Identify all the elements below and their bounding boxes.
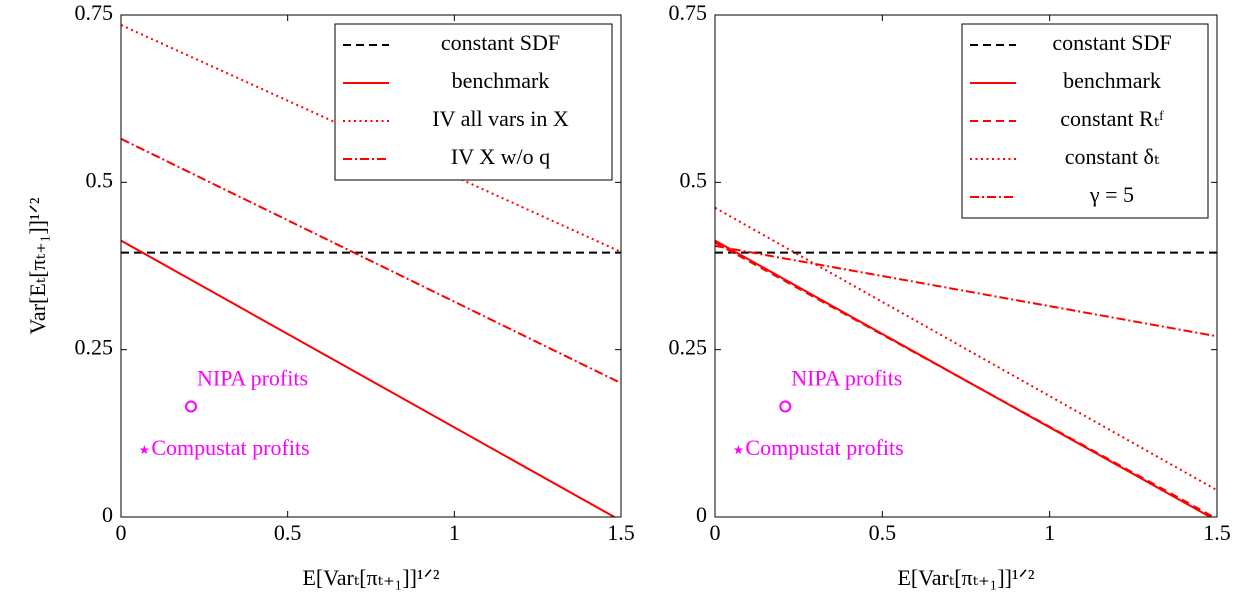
x-axis-label: E[Varₜ[πₜ₊₁]]¹ᐟ² xyxy=(302,565,439,590)
series-line xyxy=(715,239,1211,517)
x-tick-label: 1.5 xyxy=(1203,520,1231,545)
series-line xyxy=(121,24,621,253)
x-tick-label: 0.5 xyxy=(869,520,897,545)
legend-label: constant δₜ xyxy=(1065,144,1160,169)
point-marker xyxy=(139,445,150,455)
annotation: NIPA profits xyxy=(197,366,308,391)
series-line xyxy=(715,241,1215,517)
x-tick-label: 0 xyxy=(116,520,127,545)
legend-label: constant Rₜᶠ xyxy=(1060,106,1164,131)
x-axis-label: E[Varₜ[πₜ₊₁]]¹ᐟ² xyxy=(897,565,1034,590)
legend-label: constant SDF xyxy=(1052,30,1171,55)
x-tick-label: 0.5 xyxy=(274,520,302,545)
x-tick-label: 1 xyxy=(1044,520,1055,545)
annotation: Compustat profits xyxy=(151,435,309,460)
legend-label: IV X w/o q xyxy=(451,144,550,169)
series-line xyxy=(121,239,615,517)
x-tick-label: 1 xyxy=(449,520,460,545)
series-line xyxy=(715,206,1217,492)
legend-box xyxy=(334,23,613,181)
legend-label: benchmark xyxy=(1063,68,1161,93)
y-tick-label: 0.25 xyxy=(669,335,708,360)
y-axis-label: Var[Eₜ[πₜ₊₁]]¹ᐟ² xyxy=(25,197,50,334)
y-tick-label: 0 xyxy=(696,502,707,527)
y-tick-label: 0.25 xyxy=(75,335,114,360)
annotation: NIPA profits xyxy=(791,366,902,391)
plot-frame xyxy=(714,14,1218,518)
plot xyxy=(121,24,621,517)
x-tick-label: 0 xyxy=(710,520,721,545)
y-tick-label: 0.5 xyxy=(86,167,114,192)
x-tick-label: 1.5 xyxy=(607,520,635,545)
y-tick-label: 0.75 xyxy=(669,0,708,25)
point-marker xyxy=(185,400,197,413)
plot xyxy=(715,206,1217,517)
point-marker xyxy=(779,400,792,413)
series-line xyxy=(121,137,621,385)
y-tick-label: 0.5 xyxy=(680,167,708,192)
legend-label: γ = 5 xyxy=(1089,182,1134,207)
legend-label: constant SDF xyxy=(441,30,560,55)
y-tick-label: 0 xyxy=(102,502,113,527)
annotation: Compustat profits xyxy=(745,435,903,460)
legend-label: IV all vars in X xyxy=(432,106,569,131)
series-line xyxy=(715,244,1217,338)
legend-label: benchmark xyxy=(452,68,550,93)
y-tick-label: 0.75 xyxy=(75,0,114,25)
plot-frame xyxy=(120,14,622,518)
point-marker xyxy=(733,445,744,455)
